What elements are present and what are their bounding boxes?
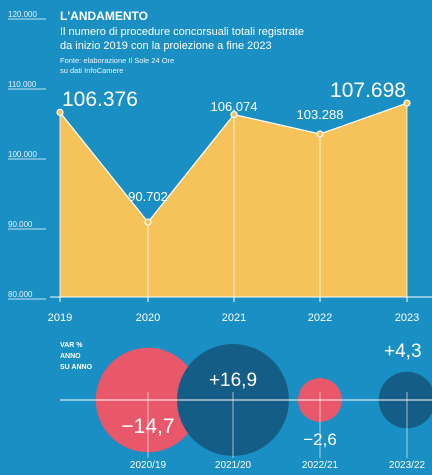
variation-label: +16,9 bbox=[209, 370, 257, 391]
x-tick-label: 2021 bbox=[222, 312, 246, 324]
y-axis: 80.000 90.000 100.000 110.000 120.000 bbox=[8, 10, 46, 300]
y-tick-label: 90.000 bbox=[8, 220, 33, 229]
data-label: 107.698 bbox=[330, 79, 406, 102]
header: L'ANDAMENTO Il numero di procedure conco… bbox=[60, 9, 304, 75]
y-tick-label: 110.000 bbox=[8, 80, 37, 89]
x-tick-label: 2023 bbox=[395, 312, 419, 324]
area-fill bbox=[60, 103, 407, 297]
data-point bbox=[316, 130, 324, 138]
variation-category-label: 2022/21 bbox=[302, 460, 339, 471]
source-line-2: su dati InfoCamere bbox=[60, 66, 123, 75]
variation-label: −14,7 bbox=[121, 415, 174, 438]
x-tick-label: 2019 bbox=[48, 312, 72, 324]
var-label-line-1: VAR % bbox=[60, 342, 83, 349]
data-point bbox=[56, 108, 64, 116]
area-series bbox=[50, 99, 432, 298]
subtitle-line-2: da inizio 2019 con la proiezione a fine … bbox=[60, 40, 272, 52]
x-tick-label: 2020 bbox=[136, 312, 160, 324]
data-point bbox=[230, 110, 238, 119]
y-tick-label: 120.000 bbox=[8, 10, 37, 19]
y-tick-label: 100.000 bbox=[8, 150, 37, 159]
var-label-line-3: SU ANNO bbox=[60, 364, 93, 371]
variation-category-label: 2021/20 bbox=[215, 460, 252, 471]
y-tick-label: 80.000 bbox=[8, 290, 33, 299]
x-tick-label: 2022 bbox=[308, 312, 332, 324]
var-label-line-2: ANNO bbox=[60, 353, 81, 360]
data-point bbox=[403, 99, 411, 107]
variation-chart: VAR % ANNO SU ANNO −14,7 +16,9 −2,6 +4,3 202… bbox=[60, 341, 432, 471]
variation-category-label: 2023/22 bbox=[389, 460, 426, 471]
data-label: 103.288 bbox=[297, 107, 344, 122]
subtitle-line-1: Il numero di procedure concorsuali total… bbox=[60, 26, 304, 38]
variation-category-label: 2020/19 bbox=[130, 460, 167, 471]
variation-label: +4,3 bbox=[384, 341, 422, 362]
source-line-1: Fonte: elaborazione Il Sole 24 Ore bbox=[60, 56, 174, 65]
data-labels: 106.376 90.702 106.074 103.288 107.698 bbox=[62, 79, 406, 204]
data-label: 106.376 bbox=[62, 88, 138, 111]
x-axis: 2019 2020 2021 2022 2023 bbox=[48, 297, 419, 324]
variation-label: −2,6 bbox=[303, 430, 337, 449]
chart-title: L'ANDAMENTO bbox=[60, 9, 148, 23]
data-point bbox=[144, 218, 152, 226]
data-label: 90.702 bbox=[128, 189, 168, 204]
data-label: 106.074 bbox=[211, 99, 258, 114]
